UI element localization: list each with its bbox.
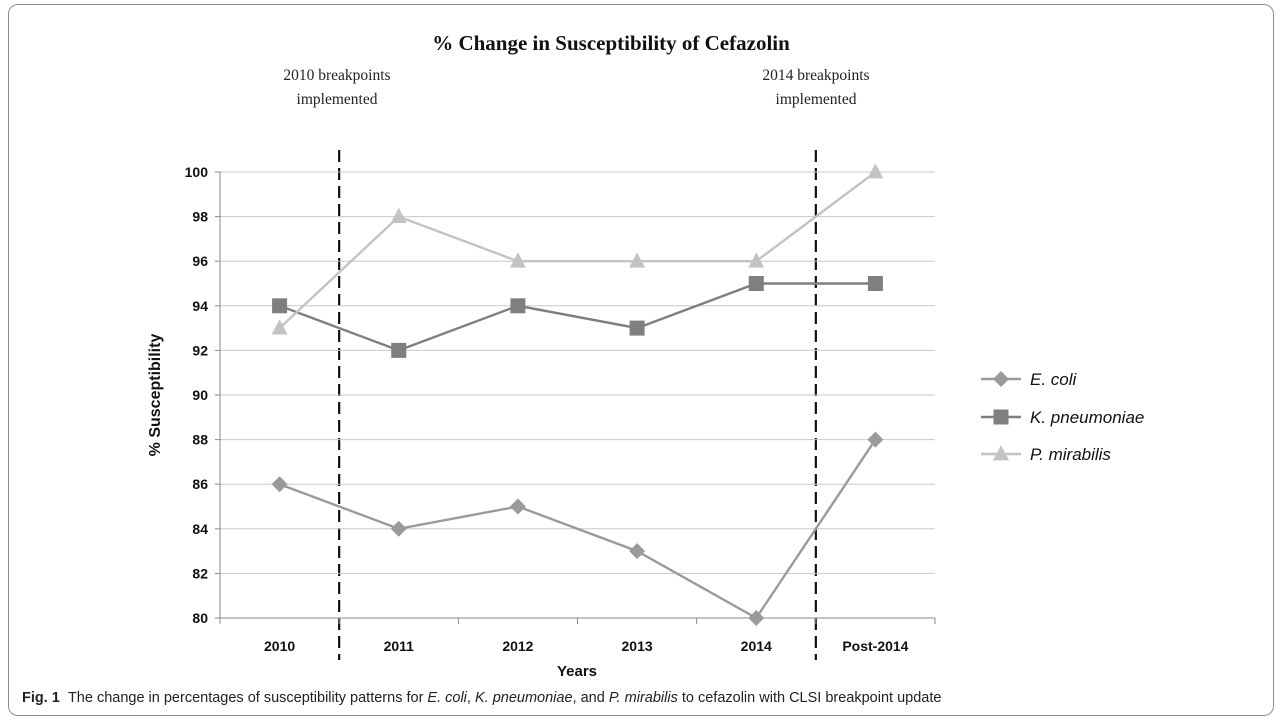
triangle-marker [390, 207, 407, 223]
x-tick-label: 2012 [502, 638, 533, 654]
annotation-line-1: 2010 breakpoints [283, 67, 390, 84]
y-tick-label: 96 [192, 253, 208, 269]
triangle-marker [748, 252, 765, 268]
annotations: 2010 breakpoints implemented 2014 breakpoi… [283, 67, 870, 660]
triangle-marker [509, 252, 526, 268]
series-line [278, 171, 877, 329]
legend-label: P. mirabilis [1030, 445, 1111, 464]
square-marker [272, 298, 288, 314]
annotation-line-2: implemented [297, 91, 378, 108]
x-tick-label: 2014 [741, 638, 772, 654]
series-e-coli [271, 431, 884, 626]
series-k-pneumoniae [272, 276, 883, 358]
series-line [279, 282, 876, 352]
square-marker [748, 276, 764, 291]
series-line [279, 438, 877, 620]
x-axis-label: Years [557, 663, 597, 680]
x-tick-label: 2010 [264, 638, 295, 654]
figure-caption: Fig. 1 The change in percentages of susc… [22, 690, 1262, 712]
series-group [271, 163, 884, 626]
diamond-marker [748, 610, 765, 626]
x-tick-label: Post-2014 [842, 638, 908, 654]
series-p-mirabilis [271, 163, 884, 335]
triangle-marker [993, 445, 1009, 461]
y-tick-label: 90 [192, 387, 208, 403]
square-marker [629, 320, 645, 336]
chart-title: % Change in Susceptibility of Cefazolin [432, 31, 790, 55]
figure-frame [8, 4, 1274, 716]
square-marker [510, 298, 526, 314]
square-marker [867, 276, 883, 291]
x-tick-label: 2011 [384, 638, 415, 654]
y-tick-label: 92 [192, 342, 208, 358]
caption-sep-2: , and [572, 690, 609, 706]
diamond-marker [271, 476, 288, 493]
gridlines [220, 171, 935, 574]
annotation-line-1: 2014 breakpoints [762, 67, 869, 84]
legend-label: K. pneumoniae [1030, 408, 1144, 427]
axes [215, 171, 936, 624]
y-tick-label: 94 [192, 298, 208, 314]
caption-organism-3: P. mirabilis [608, 690, 678, 706]
y-axis-label: % Susceptibility [147, 334, 164, 457]
y-tick-label: 100 [185, 164, 209, 180]
caption-text-after: to cefazolin with CLSI breakpoint update [677, 690, 942, 706]
caption-label: Fig. 1 [22, 690, 60, 706]
y-tick-labels: 80 82 84 86 88 90 92 94 96 98 100 [185, 164, 209, 626]
diamond-marker [629, 543, 646, 560]
caption-sep-1: , [466, 690, 475, 706]
y-tick-label: 88 [192, 432, 208, 448]
y-tick-label: 84 [192, 521, 208, 537]
triangle-marker [271, 319, 288, 335]
diamond-marker [509, 498, 526, 515]
diamond-marker [390, 520, 407, 537]
y-tick-label: 80 [192, 610, 208, 626]
annotation-line-2: implemented [776, 91, 857, 108]
caption-organism-1: E. coli [427, 690, 467, 706]
legend: E. coli K. pneumoniae P. mirabilis [981, 370, 1144, 464]
caption-text-before: The change in percentages of susceptibil… [67, 690, 428, 706]
y-tick-label: 86 [192, 476, 208, 492]
diamond-marker [993, 371, 1009, 387]
caption-organism-2: K. pneumoniae [474, 690, 573, 706]
y-tick-label: 98 [192, 209, 208, 225]
square-marker [993, 409, 1009, 425]
diamond-marker [867, 431, 884, 448]
triangle-marker [629, 252, 646, 268]
triangle-marker [867, 163, 884, 179]
legend-label: E. coli [1030, 370, 1078, 389]
x-tick-labels: 2010 2011 2012 2013 2014 Post-2014 [264, 638, 909, 654]
x-tick-label: 2013 [622, 638, 653, 654]
y-tick-label: 82 [192, 565, 208, 581]
square-marker [391, 342, 407, 358]
